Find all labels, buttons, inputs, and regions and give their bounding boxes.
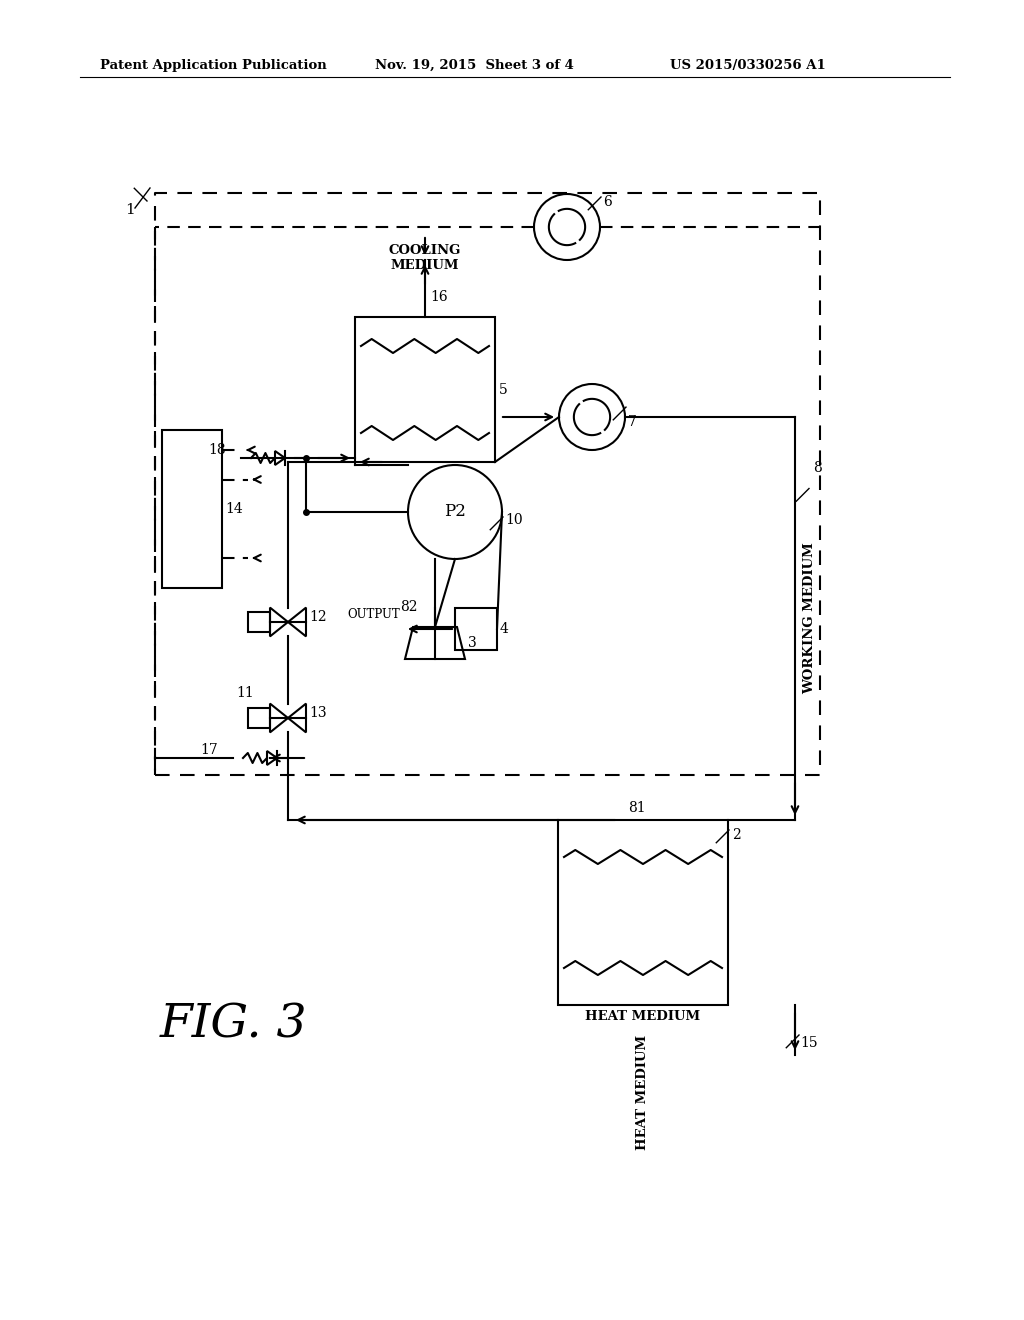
- Text: 18: 18: [208, 444, 225, 457]
- Text: 12: 12: [309, 610, 327, 624]
- Bar: [248, 708, 270, 729]
- Bar: [248, 612, 270, 632]
- Text: OUTPUT: OUTPUT: [347, 609, 400, 620]
- Text: HEAT MEDIUM: HEAT MEDIUM: [586, 1010, 700, 1023]
- Text: 6: 6: [603, 195, 611, 209]
- Text: P2: P2: [444, 503, 466, 520]
- Text: US 2015/0330256 A1: US 2015/0330256 A1: [670, 58, 825, 71]
- Text: 16: 16: [430, 290, 447, 304]
- Text: HEAT MEDIUM: HEAT MEDIUM: [637, 1035, 649, 1150]
- Text: 82: 82: [400, 601, 418, 614]
- Text: 14: 14: [225, 502, 243, 516]
- Text: WORKING MEDIUM: WORKING MEDIUM: [804, 543, 816, 694]
- Text: FIG. 3: FIG. 3: [160, 1002, 307, 1048]
- Text: 3: 3: [468, 636, 477, 649]
- Text: 15: 15: [800, 1036, 817, 1049]
- Text: Nov. 19, 2015  Sheet 3 of 4: Nov. 19, 2015 Sheet 3 of 4: [375, 58, 573, 71]
- Bar: [558, 820, 728, 1005]
- Text: 8: 8: [813, 462, 821, 475]
- Text: 13: 13: [309, 706, 327, 719]
- Bar: [455, 609, 497, 649]
- Bar: [355, 317, 495, 462]
- Text: 10: 10: [505, 513, 522, 527]
- Text: COOLING
MEDIUM: COOLING MEDIUM: [389, 244, 461, 272]
- Text: 2: 2: [732, 828, 740, 842]
- Text: 4: 4: [500, 622, 509, 636]
- Text: 5: 5: [499, 383, 508, 396]
- Text: 7: 7: [628, 414, 637, 429]
- Bar: [162, 430, 222, 587]
- Text: 1: 1: [125, 203, 135, 216]
- Text: 81: 81: [628, 801, 645, 814]
- Text: Patent Application Publication: Patent Application Publication: [100, 58, 327, 71]
- Text: 11: 11: [236, 686, 254, 700]
- Text: 17: 17: [200, 743, 218, 756]
